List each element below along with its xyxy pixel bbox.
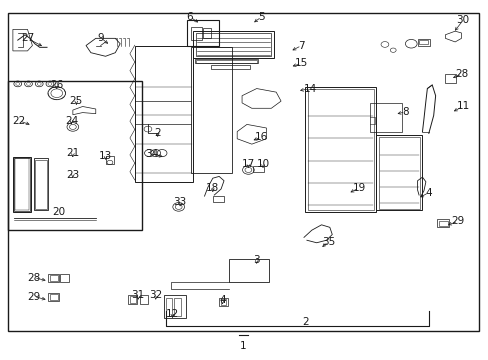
Bar	[194, 59, 258, 63]
Text: 32: 32	[149, 291, 162, 301]
Text: 6: 6	[186, 12, 193, 22]
Text: 28: 28	[454, 69, 468, 79]
Bar	[15, 158, 29, 211]
Bar	[253, 166, 264, 172]
Bar	[35, 159, 46, 210]
Text: 26: 26	[50, 80, 63, 90]
Bar	[211, 65, 250, 69]
Bar	[436, 220, 448, 227]
Bar	[105, 156, 114, 164]
Bar	[202, 28, 211, 39]
Text: 10: 10	[256, 159, 269, 169]
Bar	[212, 196, 223, 202]
Text: 29: 29	[27, 292, 41, 302]
Bar	[13, 157, 31, 212]
Text: 21: 21	[66, 148, 80, 158]
Bar	[135, 45, 193, 182]
Bar	[60, 274, 69, 282]
Bar	[369, 103, 401, 132]
Text: 1: 1	[240, 341, 246, 351]
Text: 17: 17	[241, 159, 255, 169]
Bar	[438, 221, 447, 226]
Bar	[50, 294, 58, 300]
Bar	[190, 47, 232, 173]
Text: 33: 33	[173, 197, 186, 207]
Bar	[307, 89, 373, 211]
Bar	[48, 293, 59, 301]
Bar	[220, 300, 226, 305]
Text: 14: 14	[303, 84, 316, 94]
Bar	[128, 295, 137, 304]
Text: 8: 8	[401, 107, 408, 117]
Bar	[8, 13, 478, 330]
Text: 29: 29	[450, 216, 464, 226]
Bar	[417, 39, 429, 45]
Bar	[228, 259, 268, 282]
Text: 35: 35	[321, 237, 334, 247]
Text: 9: 9	[97, 33, 104, 42]
Bar	[48, 274, 59, 282]
Bar	[186, 20, 218, 45]
Text: 24: 24	[64, 116, 78, 126]
Text: 19: 19	[352, 183, 365, 193]
Text: 16: 16	[254, 132, 267, 142]
Text: 31: 31	[131, 291, 144, 301]
Text: 34: 34	[145, 149, 158, 159]
Text: 15: 15	[294, 58, 307, 68]
Bar	[190, 27, 201, 40]
Bar	[130, 296, 136, 303]
Bar	[8, 81, 142, 230]
Bar	[140, 295, 148, 304]
Bar	[195, 33, 271, 56]
Text: 12: 12	[165, 310, 179, 319]
Bar	[378, 137, 419, 209]
Bar	[418, 40, 427, 44]
Text: 30: 30	[455, 15, 468, 26]
Bar	[195, 60, 257, 63]
Text: 22: 22	[13, 116, 26, 126]
Bar	[165, 298, 172, 316]
Text: 2: 2	[302, 317, 308, 327]
Text: 25: 25	[69, 96, 83, 106]
Bar	[445, 74, 455, 83]
Text: 20: 20	[53, 207, 65, 217]
Text: 2: 2	[154, 128, 161, 138]
Bar	[14, 158, 30, 211]
Bar	[174, 298, 181, 316]
Bar	[375, 135, 422, 211]
Bar	[305, 87, 375, 212]
Bar	[193, 31, 273, 58]
Bar	[50, 275, 58, 281]
Text: 4: 4	[219, 295, 225, 305]
Text: 27: 27	[21, 33, 34, 43]
Text: 4: 4	[425, 188, 431, 198]
Text: 18: 18	[206, 183, 219, 193]
Text: 7: 7	[298, 41, 304, 50]
Text: 11: 11	[455, 102, 468, 112]
Text: 13: 13	[99, 150, 112, 161]
Text: 5: 5	[258, 12, 264, 22]
Bar	[163, 295, 185, 318]
Bar	[34, 158, 47, 211]
Bar	[219, 298, 227, 306]
Text: 23: 23	[66, 170, 80, 180]
Text: 28: 28	[27, 273, 41, 283]
Text: 3: 3	[253, 255, 260, 265]
